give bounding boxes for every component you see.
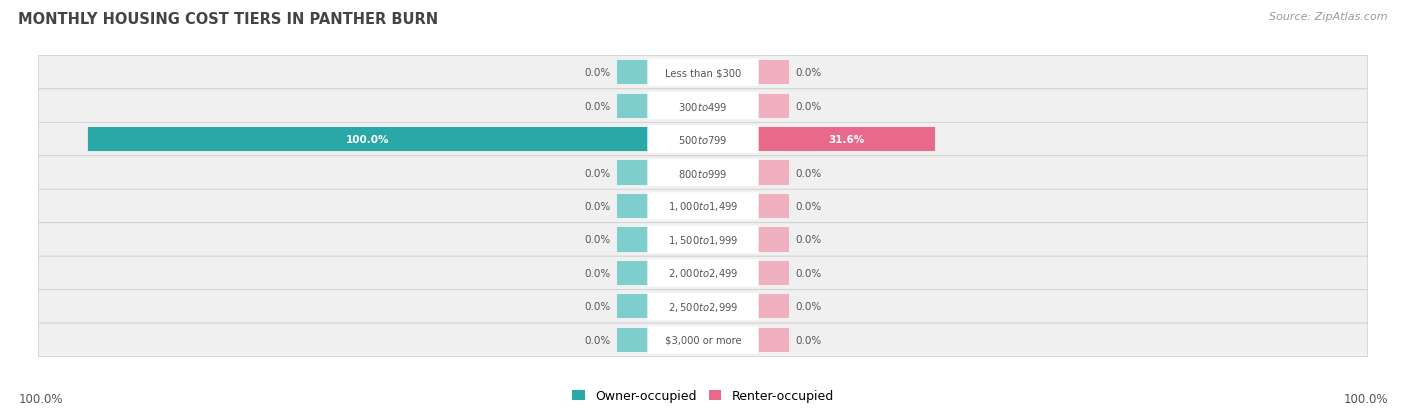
FancyBboxPatch shape <box>38 123 1368 157</box>
Text: $500 to $799: $500 to $799 <box>678 134 728 146</box>
Text: Less than $300: Less than $300 <box>665 68 741 78</box>
Text: 0.0%: 0.0% <box>585 235 610 245</box>
FancyBboxPatch shape <box>647 159 759 187</box>
Bar <box>617 294 648 319</box>
Text: 0.0%: 0.0% <box>585 68 610 78</box>
FancyBboxPatch shape <box>647 59 759 87</box>
Text: $800 to $999: $800 to $999 <box>678 167 728 179</box>
Bar <box>758 61 789 85</box>
FancyBboxPatch shape <box>38 56 1368 90</box>
Bar <box>758 94 789 119</box>
Text: 0.0%: 0.0% <box>796 168 821 178</box>
Bar <box>617 195 648 218</box>
FancyBboxPatch shape <box>38 223 1368 256</box>
FancyBboxPatch shape <box>647 193 759 220</box>
Bar <box>617 261 648 285</box>
Text: $300 to $499: $300 to $499 <box>678 100 728 112</box>
Text: MONTHLY HOUSING COST TIERS IN PANTHER BURN: MONTHLY HOUSING COST TIERS IN PANTHER BU… <box>18 12 439 27</box>
Bar <box>87 128 648 152</box>
FancyBboxPatch shape <box>38 290 1368 323</box>
Text: 0.0%: 0.0% <box>796 235 821 245</box>
Text: $2,500 to $2,999: $2,500 to $2,999 <box>668 300 738 313</box>
Text: $3,000 or more: $3,000 or more <box>665 335 741 345</box>
Bar <box>617 61 648 85</box>
Text: $2,000 to $2,499: $2,000 to $2,499 <box>668 267 738 280</box>
Bar <box>758 195 789 218</box>
FancyBboxPatch shape <box>647 93 759 120</box>
FancyBboxPatch shape <box>647 293 759 320</box>
FancyBboxPatch shape <box>87 128 664 152</box>
FancyBboxPatch shape <box>647 226 759 254</box>
Text: 0.0%: 0.0% <box>585 101 610 112</box>
Text: 0.0%: 0.0% <box>796 301 821 312</box>
Text: $1,000 to $1,499: $1,000 to $1,499 <box>668 200 738 213</box>
Text: 0.0%: 0.0% <box>585 301 610 312</box>
Bar <box>758 161 789 185</box>
FancyBboxPatch shape <box>38 90 1368 123</box>
Text: 0.0%: 0.0% <box>796 268 821 278</box>
Text: 100.0%: 100.0% <box>1343 392 1388 405</box>
Text: Source: ZipAtlas.com: Source: ZipAtlas.com <box>1270 12 1388 22</box>
FancyBboxPatch shape <box>647 260 759 287</box>
Bar <box>758 228 789 252</box>
Text: 0.0%: 0.0% <box>585 168 610 178</box>
FancyBboxPatch shape <box>647 326 759 354</box>
Text: 0.0%: 0.0% <box>585 335 610 345</box>
Legend: Owner-occupied, Renter-occupied: Owner-occupied, Renter-occupied <box>568 385 838 408</box>
Bar <box>617 161 648 185</box>
Text: 0.0%: 0.0% <box>796 101 821 112</box>
Text: 0.0%: 0.0% <box>796 68 821 78</box>
FancyBboxPatch shape <box>38 157 1368 190</box>
Bar <box>758 128 935 152</box>
Text: 0.0%: 0.0% <box>585 202 610 211</box>
FancyBboxPatch shape <box>38 256 1368 290</box>
FancyBboxPatch shape <box>647 126 759 153</box>
Bar <box>758 261 789 285</box>
Text: 0.0%: 0.0% <box>585 268 610 278</box>
Bar <box>617 328 648 352</box>
Text: 31.6%: 31.6% <box>828 135 865 145</box>
FancyBboxPatch shape <box>38 190 1368 223</box>
Text: 100.0%: 100.0% <box>18 392 63 405</box>
Text: $1,500 to $1,999: $1,500 to $1,999 <box>668 233 738 247</box>
FancyBboxPatch shape <box>38 323 1368 357</box>
Bar <box>617 228 648 252</box>
Bar <box>758 328 789 352</box>
Text: 0.0%: 0.0% <box>796 335 821 345</box>
Bar <box>617 94 648 119</box>
Bar <box>758 294 789 319</box>
Text: 100.0%: 100.0% <box>346 135 389 145</box>
Text: 0.0%: 0.0% <box>796 202 821 211</box>
